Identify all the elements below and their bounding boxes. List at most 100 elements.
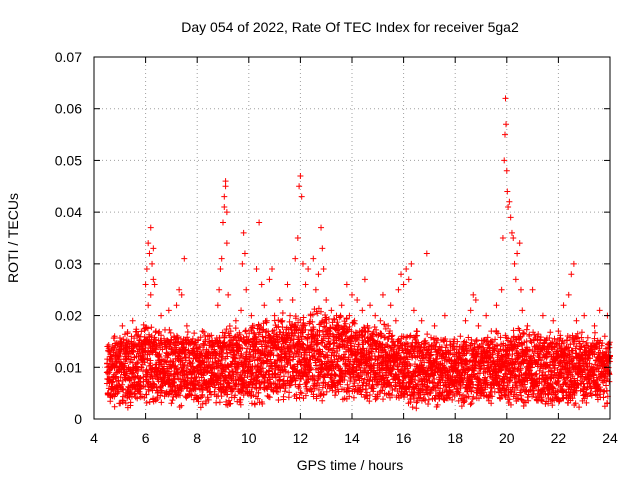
roti-point <box>335 323 342 330</box>
roti-point <box>197 334 204 341</box>
roti-peak-point <box>147 291 154 298</box>
roti-point <box>389 387 396 394</box>
roti-point <box>420 344 427 351</box>
roti-peak-point <box>239 260 246 267</box>
roti-point <box>365 370 372 377</box>
roti-point <box>304 388 311 395</box>
roti-point <box>296 394 303 401</box>
roti-point <box>494 342 501 349</box>
roti-point <box>603 387 610 394</box>
roti-point <box>319 348 326 355</box>
roti-point <box>152 397 159 404</box>
roti-point <box>507 401 514 408</box>
roti-point <box>195 395 202 402</box>
roti-point <box>522 351 529 358</box>
roti-peak-point <box>305 266 312 273</box>
roti-point <box>246 358 253 365</box>
roti-point <box>508 337 515 344</box>
roti-point <box>600 394 607 401</box>
roti-point <box>567 377 574 384</box>
roti-point <box>115 354 122 361</box>
roti-point <box>168 345 175 352</box>
roti-point <box>569 395 576 402</box>
roti-point <box>316 382 323 389</box>
roti-point <box>274 389 281 396</box>
roti-peak-point <box>297 172 304 179</box>
roti-point <box>148 324 155 331</box>
roti-point <box>199 393 206 400</box>
roti-point <box>525 397 532 404</box>
roti-point <box>274 352 281 359</box>
roti-point <box>518 396 525 403</box>
roti-peak-point <box>307 312 314 319</box>
roti-point <box>202 336 209 343</box>
roti-point <box>114 363 121 370</box>
roti-point <box>282 364 289 371</box>
roti-peak-point <box>143 266 150 273</box>
roti-peak-point <box>266 276 273 283</box>
roti-point <box>581 395 588 402</box>
roti-peak-point <box>209 343 216 350</box>
roti-point <box>471 341 478 348</box>
roti-point <box>105 370 112 377</box>
roti-point <box>247 351 254 358</box>
roti-point <box>288 349 295 356</box>
roti-point <box>337 366 344 373</box>
roti-point <box>366 398 373 405</box>
roti-point <box>606 371 613 378</box>
roti-point <box>533 370 540 377</box>
roti-point <box>246 349 253 356</box>
roti-point <box>386 379 393 386</box>
roti-point <box>255 346 262 353</box>
roti-point <box>473 337 480 344</box>
roti-point <box>515 395 522 402</box>
roti-point <box>344 384 351 391</box>
roti-point <box>576 404 583 411</box>
chart-title: Day 054 of 2022, Rate Of TEC Index for r… <box>181 19 519 35</box>
roti-point <box>604 400 611 407</box>
roti-peak-point <box>312 286 319 293</box>
roti-point <box>465 334 472 341</box>
roti-peak-point <box>261 302 268 309</box>
roti-point <box>378 387 385 394</box>
roti-point <box>587 389 594 396</box>
roti-point <box>134 333 141 340</box>
roti-point <box>371 324 378 331</box>
roti-point <box>566 366 573 373</box>
roti-point <box>300 333 307 340</box>
roti-point <box>477 378 484 385</box>
roti-point <box>379 365 386 372</box>
roti-point <box>174 334 181 341</box>
roti-point <box>346 393 353 400</box>
roti-point <box>124 329 131 336</box>
roti-peak-point <box>230 353 237 360</box>
roti-point <box>300 314 307 321</box>
roti-point <box>329 387 336 394</box>
roti-point <box>144 325 151 332</box>
roti-peak-point <box>165 307 172 314</box>
roti-point <box>281 388 288 395</box>
roti-point <box>564 374 571 381</box>
roti-point <box>584 384 591 391</box>
roti-point <box>588 392 595 399</box>
roti-point <box>279 324 286 331</box>
roti-point <box>266 368 273 375</box>
roti-point <box>244 345 251 352</box>
roti-point <box>280 393 287 400</box>
roti-point <box>182 346 189 353</box>
roti-point <box>285 369 292 376</box>
roti-point <box>346 385 353 392</box>
roti-point <box>323 388 330 395</box>
roti-point <box>187 391 194 398</box>
roti-point <box>138 328 145 335</box>
roti-point <box>171 379 178 386</box>
roti-peak-point <box>158 312 165 319</box>
roti-point <box>521 330 528 337</box>
roti-peak-point <box>284 281 291 288</box>
roti-point <box>248 366 255 373</box>
roti-point <box>298 361 305 368</box>
roti-point <box>275 317 282 324</box>
roti-point <box>406 333 413 340</box>
roti-point <box>493 328 500 335</box>
roti-point <box>156 328 163 335</box>
